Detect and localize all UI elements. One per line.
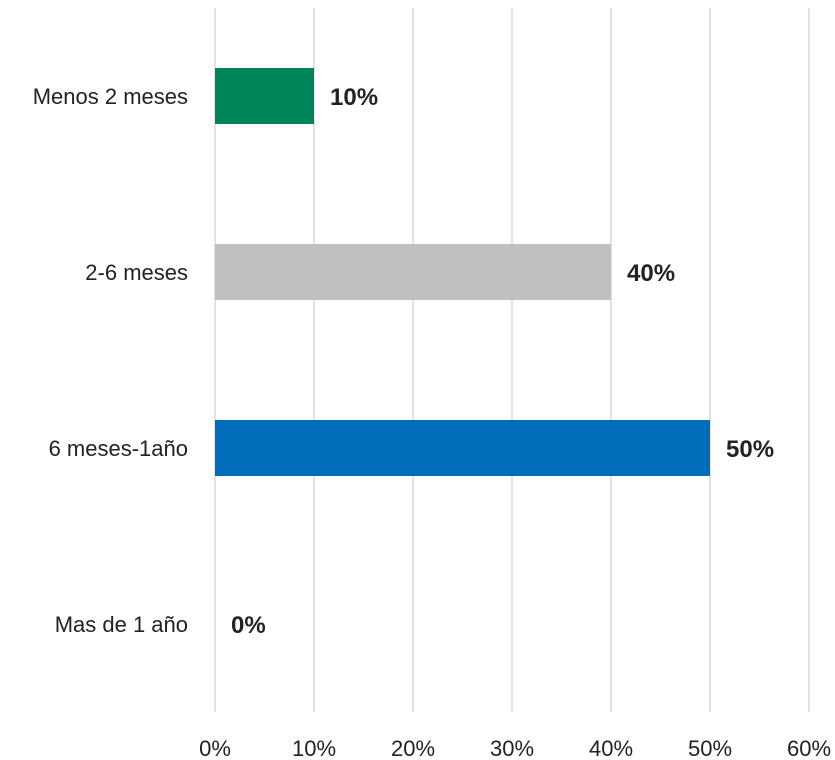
bar-1 [215,244,611,300]
x-tick-label: 0% [199,736,231,760]
category-label: 2-6 meses [85,260,188,285]
x-tick-label: 20% [391,736,435,760]
x-tick-label: 30% [490,736,534,760]
bars [215,68,710,476]
x-tick-label: 10% [292,736,336,760]
x-tick-label: 40% [589,736,633,760]
category-label: Mas de 1 año [55,612,188,637]
data-label: 0% [231,612,266,639]
data-labels: 10% 40% 50% 0% [231,84,774,639]
x-tick-label: 60% [787,736,831,760]
category-labels: Menos 2 meses 2-6 meses 6 meses-1año Mas de… [33,84,188,637]
x-axis-tick-labels: 0% 10% 20% 30% 40% 50% 60% [199,736,831,760]
gridlines [214,8,810,712]
data-label: 50% [726,436,774,463]
x-tick-label: 50% [688,736,732,760]
data-label: 40% [627,260,675,287]
data-label: 10% [330,84,378,111]
bar-0 [215,68,314,124]
category-label: 6 meses-1año [49,436,188,461]
bar-2 [215,420,710,476]
category-label: Menos 2 meses [33,84,188,109]
